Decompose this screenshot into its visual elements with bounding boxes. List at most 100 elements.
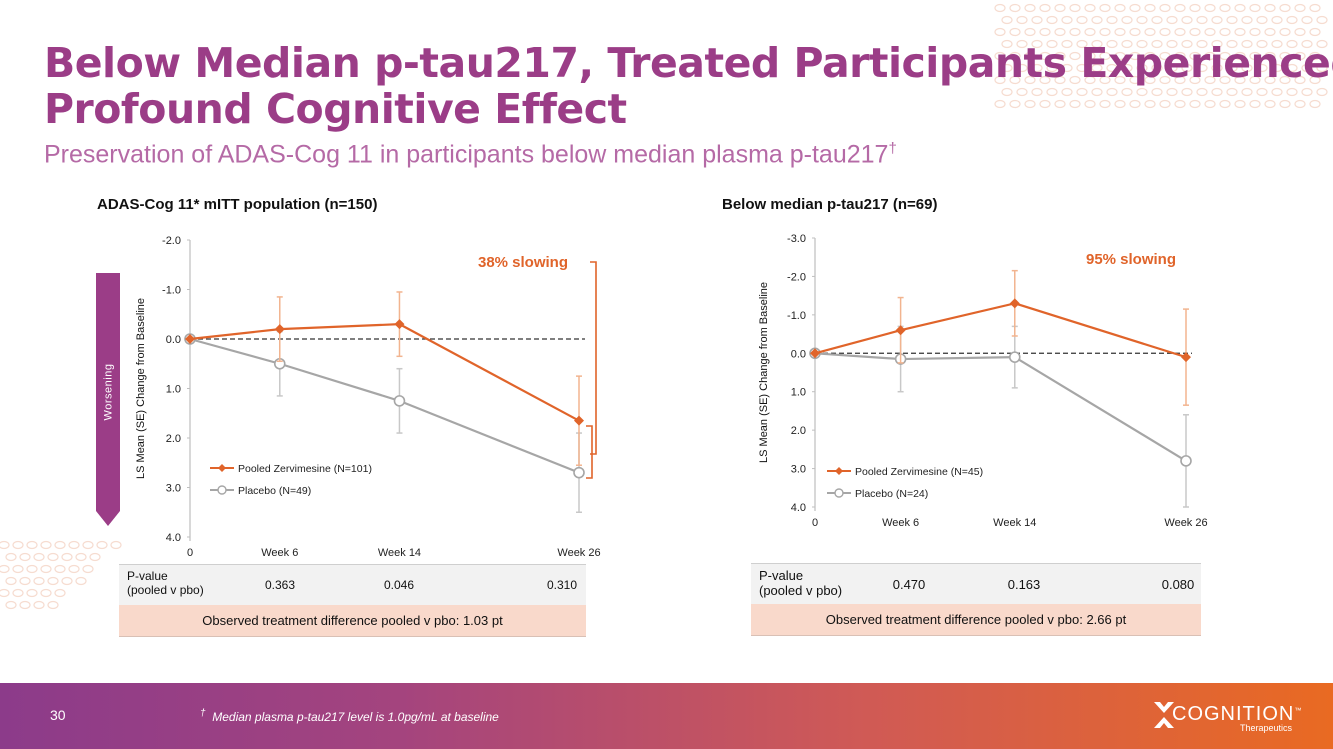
decor-dot — [19, 600, 31, 610]
decor-dot — [1114, 27, 1126, 37]
decor-dot — [1309, 27, 1321, 37]
decor-dot — [1136, 15, 1148, 25]
decor-dot — [1264, 3, 1276, 13]
x-tick-label: Week 26 — [557, 547, 600, 559]
pvalue-week-26: 0.080 — [1161, 577, 1195, 592]
decor-dot — [1054, 27, 1066, 37]
decor-dot — [1114, 3, 1126, 13]
decor-dot — [1009, 3, 1021, 13]
decor-dot — [1256, 15, 1268, 25]
decor-dot — [12, 540, 24, 550]
legend-marker — [218, 464, 226, 472]
decor-dot — [96, 540, 108, 550]
decor-dot — [54, 540, 66, 550]
treated-point — [574, 415, 584, 426]
decor-dot — [1309, 99, 1321, 109]
decor-dot — [33, 600, 45, 610]
decor-dot — [1084, 3, 1096, 13]
page-title: Below Median p-tau217, Treated Participa… — [44, 40, 1333, 133]
x-tick-label: 0 — [812, 517, 818, 529]
decor-dot — [68, 540, 80, 550]
decor-dot — [1031, 15, 1043, 25]
y-tick-label: 1.0 — [791, 387, 806, 399]
placebo-point — [393, 395, 406, 407]
decor-dot — [1121, 15, 1133, 25]
decor-dot — [1099, 3, 1111, 13]
pvalue-label-line-2: (pooled v pbo) — [759, 583, 843, 598]
decor-dot — [110, 540, 122, 550]
decor-dot — [1219, 27, 1231, 37]
decor-dot — [1069, 3, 1081, 13]
pvalue-label: P-value (pooled v pbo) — [127, 569, 204, 597]
decor-dot — [1039, 27, 1051, 37]
pvalue-week-6: 0.470 — [892, 577, 926, 592]
decor-dot — [1084, 27, 1096, 37]
decor-dot — [1061, 15, 1073, 25]
decor-dot — [1189, 3, 1201, 13]
y-tick-label: 2.0 — [166, 433, 181, 445]
legend-marker — [217, 485, 227, 495]
decor-dot — [75, 552, 87, 562]
placebo-point — [573, 466, 585, 479]
decor-dot — [1286, 15, 1298, 25]
y-tick-label: 3.0 — [166, 483, 181, 495]
decor-dot — [1226, 15, 1238, 25]
decor-dot — [1316, 87, 1328, 97]
legend-label: Pooled Zervimesine (N=101) — [238, 463, 372, 475]
placebo-series-line — [814, 352, 1187, 462]
legend-label: Pooled Zervimesine (N=45) — [855, 466, 983, 478]
decor-dot — [1129, 27, 1141, 37]
page-title-line-2: Profound Cognitive Effect — [44, 85, 627, 133]
y-tick-label: -2.0 — [787, 271, 806, 283]
treated-point — [274, 324, 285, 335]
y-tick-label: 4.0 — [791, 502, 806, 514]
treated-point — [895, 325, 906, 336]
decor-dot — [1204, 3, 1216, 13]
decor-dot — [5, 600, 17, 610]
decor-dot — [26, 564, 38, 574]
footnote: † Median plasma p-tau217 level is 1.0pg/… — [200, 708, 499, 724]
y-tick-label: -2.0 — [162, 235, 181, 247]
decor-dot — [1174, 27, 1186, 37]
decor-dot — [1309, 3, 1321, 13]
decor-dot — [1196, 15, 1208, 25]
treated-point — [1181, 352, 1191, 363]
decor-dot — [1039, 3, 1051, 13]
y-tick-label: 0.0 — [791, 348, 806, 360]
decor-dot — [75, 576, 87, 586]
decor-dot — [5, 576, 17, 586]
decor-dot — [1294, 27, 1306, 37]
decor-dot — [68, 564, 80, 574]
decor-dot — [1249, 27, 1261, 37]
decor-dot — [994, 27, 1006, 37]
decor-dot — [1001, 15, 1013, 25]
decor-dot — [26, 588, 38, 598]
pvalue-label-line-1: P-value — [127, 569, 168, 583]
worsening-label-box: Worsening — [96, 273, 120, 511]
placebo-point — [1180, 455, 1192, 467]
decor-dot — [19, 576, 31, 586]
pvalue-table-1: P-value (pooled v pbo) 0.363 0.046 0.310 … — [119, 564, 586, 637]
decor-dot — [1241, 15, 1253, 25]
chart-2-title: Below median p-tau217 (n=69) — [722, 196, 938, 213]
decor-dot — [994, 3, 1006, 13]
decor-dot — [26, 540, 38, 550]
decor-dot — [5, 552, 17, 562]
decor-dot — [1264, 27, 1276, 37]
decor-dot — [33, 552, 45, 562]
treatment-difference: Observed treatment difference pooled v p… — [751, 604, 1201, 636]
decor-dot — [1009, 27, 1021, 37]
decor-dot — [1166, 15, 1178, 25]
decor-dot — [54, 564, 66, 574]
legend-label: Placebo (N=24) — [855, 488, 928, 500]
decor-dot — [1046, 15, 1058, 25]
slowing-annotation: 38% slowing — [478, 254, 568, 271]
logo-name-text: COGNITION — [1172, 703, 1295, 725]
decor-dot — [40, 540, 52, 550]
cognition-logo-icon — [1154, 702, 1174, 728]
chart-1-title: ADAS-Cog 11* mITT population (n=150) — [97, 196, 378, 213]
pvalue-label-line-2: (pooled v pbo) — [127, 583, 204, 597]
pvalue-table-2: P-value (pooled v pbo) 0.470 0.163 0.080 … — [751, 563, 1201, 636]
page-subtitle: Preservation of ADAS-Cog 11 in participa… — [44, 140, 897, 169]
y-tick-label: 4.0 — [166, 532, 181, 544]
